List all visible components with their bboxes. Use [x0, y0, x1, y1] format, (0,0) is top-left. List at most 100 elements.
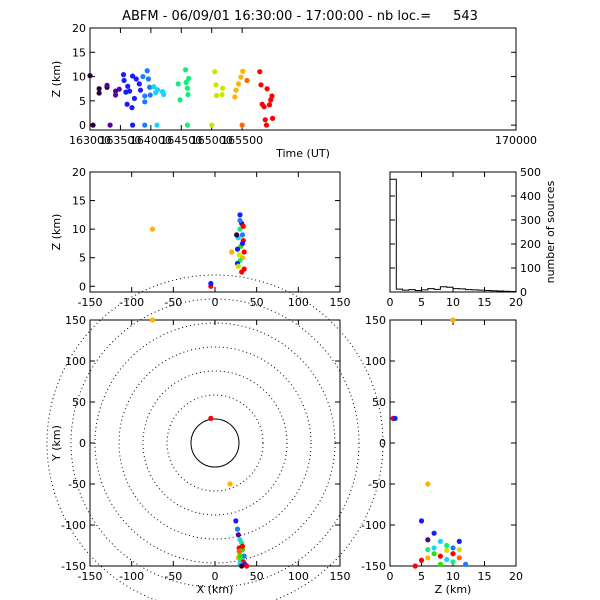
- x-tick-label: 15: [478, 296, 492, 309]
- source-point: [241, 553, 247, 559]
- source-point: [235, 532, 241, 538]
- y-tick-label: -150: [61, 560, 86, 573]
- x-axis-label: X (km): [197, 583, 234, 596]
- y-tick-label: 15: [72, 46, 86, 59]
- x-tick-label: 150: [330, 570, 351, 583]
- y-tick-label: 50: [372, 396, 386, 409]
- y-axis-label: Z (km): [50, 214, 63, 251]
- source-point: [263, 122, 270, 128]
- source-point: [209, 122, 215, 128]
- source-point: [208, 415, 214, 421]
- source-point: [112, 92, 119, 98]
- x-tick-label: 150: [330, 296, 351, 309]
- y-tick-label: 5: [79, 95, 86, 108]
- source-point: [239, 543, 246, 549]
- source-point: [244, 563, 250, 569]
- x-tick-label: 50: [250, 570, 264, 583]
- y-tick-label: 300: [520, 214, 541, 227]
- y-tick-label: 150: [65, 314, 86, 327]
- source-point: [142, 99, 148, 105]
- y-tick-label: 100: [520, 262, 541, 275]
- source-point: [133, 76, 139, 82]
- source-point: [450, 317, 456, 323]
- source-point: [437, 538, 443, 545]
- source-point: [142, 122, 148, 128]
- x-tick-label: 10: [446, 296, 460, 309]
- x-tick-label: 0: [212, 570, 219, 583]
- source-point: [183, 79, 189, 85]
- source-point: [219, 91, 225, 98]
- y-tick-label: 0: [379, 437, 386, 450]
- source-point: [239, 563, 245, 569]
- source-point: [154, 122, 160, 128]
- source-point: [244, 77, 250, 84]
- source-point: [96, 86, 102, 92]
- source-point: [239, 122, 245, 128]
- source-point: [125, 83, 131, 89]
- y-tick-label: 0: [79, 280, 86, 293]
- y-tick-label: 400: [520, 190, 541, 203]
- x-tick-label: 5: [418, 296, 425, 309]
- x-tick-label: -150: [78, 570, 103, 583]
- x-tick-label: 50: [250, 296, 264, 309]
- source-point: [236, 548, 242, 554]
- source-point: [107, 122, 113, 128]
- x-tick-label: 164000: [130, 134, 172, 147]
- source-point: [151, 84, 157, 90]
- x-tick-label: -50: [164, 296, 182, 309]
- y-tick-label: 10: [72, 223, 86, 236]
- source-point: [130, 122, 136, 128]
- source-point: [450, 551, 456, 557]
- x-tick-label: 100: [288, 570, 309, 583]
- source-point: [237, 217, 243, 224]
- y-axis-label: Y (km): [50, 425, 63, 462]
- x-tick-label: -150: [78, 296, 103, 309]
- source-point: [431, 530, 437, 536]
- source-point: [444, 542, 450, 549]
- y-axis-label: number of sources: [544, 180, 557, 283]
- y-tick-label: 500: [520, 166, 541, 179]
- y-tick-label: -50: [368, 478, 386, 491]
- source-point: [418, 557, 425, 563]
- source-point: [161, 91, 167, 98]
- source-point: [116, 86, 122, 92]
- source-point: [185, 75, 192, 82]
- y-axis-label: Z (km): [50, 61, 63, 98]
- x-tick-label: 0: [387, 296, 394, 309]
- source-point: [257, 69, 263, 75]
- y-tick-label: 10: [72, 71, 86, 84]
- source-point: [212, 69, 218, 75]
- source-point: [425, 555, 431, 561]
- x-tick-label: 5: [418, 570, 425, 583]
- source-point: [431, 551, 437, 557]
- source-point: [235, 81, 242, 87]
- x-tick-label: 165500: [221, 134, 263, 147]
- y-tick-label: 200: [520, 238, 541, 251]
- source-point: [437, 553, 443, 559]
- source-point: [121, 77, 127, 84]
- source-point: [412, 563, 418, 569]
- y-tick-label: -150: [361, 560, 386, 573]
- panel-z-histogram: [389, 171, 517, 293]
- x-axis-label: Z (km): [435, 583, 472, 596]
- source-point: [142, 93, 148, 99]
- source-point: [185, 91, 191, 98]
- y-tick-label: 100: [365, 355, 386, 368]
- y-tick-label: 5: [79, 252, 86, 265]
- source-point: [425, 481, 431, 487]
- source-point: [149, 317, 156, 323]
- source-point: [126, 88, 133, 94]
- source-point: [233, 87, 239, 93]
- source-point: [184, 122, 190, 128]
- source-point: [120, 72, 127, 78]
- source-point: [456, 547, 462, 553]
- source-point: [444, 547, 450, 554]
- source-point: [137, 87, 144, 93]
- source-point: [184, 85, 190, 91]
- x-tick-label: 164500: [160, 134, 202, 147]
- source-point: [258, 82, 264, 88]
- source-point: [261, 104, 267, 110]
- histogram-step: [389, 178, 517, 293]
- source-point: [87, 73, 93, 79]
- panel-z-y: [389, 319, 517, 567]
